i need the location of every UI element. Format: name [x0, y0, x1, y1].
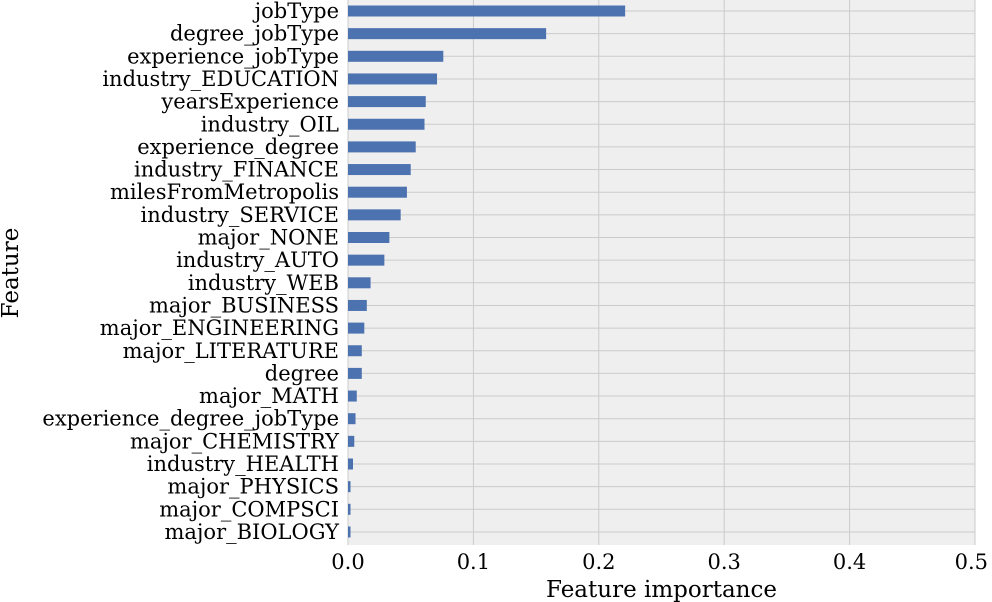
category-label: experience_degree: [137, 135, 339, 159]
category-label: milesFromMetropolis: [110, 180, 339, 204]
bar-industry_SERVICE: [348, 209, 401, 221]
bar-major_ENGINEERING: [348, 322, 365, 334]
bar-degree: [348, 367, 362, 379]
category-label: degree: [265, 361, 339, 385]
bar-experience_degree_jobType: [348, 413, 356, 425]
bar-milesFromMetropolis: [348, 186, 407, 198]
bar-major_NONE: [348, 232, 390, 243]
category-label: major_NONE: [198, 226, 339, 250]
bar-major_BUSINESS: [348, 299, 367, 311]
bar-major_BIOLOGY: [348, 526, 351, 538]
x-tick-label: 0.4: [833, 550, 866, 574]
bars: [348, 5, 626, 538]
bar-yearsExperience: [348, 96, 426, 108]
plot-background: [348, 0, 975, 545]
bar-jobType: [348, 5, 626, 17]
bar-major_LITERATURE: [348, 345, 362, 357]
category-label: jobType: [252, 0, 339, 23]
bar-experience_degree: [348, 141, 416, 153]
x-tick-labels: 0.0 0.1 0.2 0.3 0.4 0.5: [331, 550, 988, 574]
category-label: major_BIOLOGY: [164, 520, 340, 544]
x-tick-label: 0.3: [707, 550, 740, 574]
category-label: experience_jobType: [127, 44, 339, 68]
category-label: industry_SERVICE: [141, 203, 339, 227]
category-label: industry_OIL: [201, 112, 339, 136]
bar-industry_OIL: [348, 118, 425, 130]
bar-major_MATH: [348, 390, 357, 402]
category-label: industry_HEALTH: [147, 452, 339, 476]
x-tick-label: 0.1: [457, 550, 490, 574]
category-labels: jobTypedegree_jobTypeexperience_jobTypei…: [42, 0, 340, 544]
category-label: major_BUSINESS: [149, 293, 339, 317]
bar-industry_WEB: [348, 277, 371, 289]
category-label: major_ENGINEERING: [100, 316, 339, 340]
bar-experience_jobType: [348, 50, 444, 62]
bar-industry_EDUCATION: [348, 73, 438, 85]
bar-industry_HEALTH: [348, 458, 354, 470]
category-label: yearsExperience: [160, 90, 339, 114]
category-label: major_CHEMISTRY: [130, 429, 340, 453]
bar-major_COMPSCI: [348, 503, 351, 515]
bar-degree_jobType: [348, 28, 547, 40]
x-axis-title: Feature importance: [546, 577, 777, 602]
category-label: industry_EDUCATION: [102, 67, 339, 91]
y-axis-title: Feature: [0, 228, 24, 319]
category-label: major_PHYSICS: [167, 475, 339, 499]
x-tick-label: 0.0: [331, 550, 364, 574]
bar-industry_AUTO: [348, 254, 385, 266]
grid-lines: [347, 0, 976, 545]
bar-major_PHYSICS: [348, 481, 351, 493]
category-label: major_MATH: [199, 384, 339, 408]
category-label: industry_AUTO: [176, 248, 339, 272]
x-tick-label: 0.5: [955, 550, 988, 574]
category-label: major_LITERATURE: [123, 339, 339, 363]
bar-industry_FINANCE: [348, 164, 411, 176]
category-label: degree_jobType: [170, 22, 339, 46]
category-label: industry_FINANCE: [134, 158, 339, 182]
category-label: major_COMPSCI: [159, 497, 339, 521]
x-tick-label: 0.2: [582, 550, 615, 574]
bar-major_CHEMISTRY: [348, 435, 355, 447]
category-label: industry_WEB: [188, 271, 339, 295]
category-label: experience_degree_jobType: [42, 407, 339, 431]
